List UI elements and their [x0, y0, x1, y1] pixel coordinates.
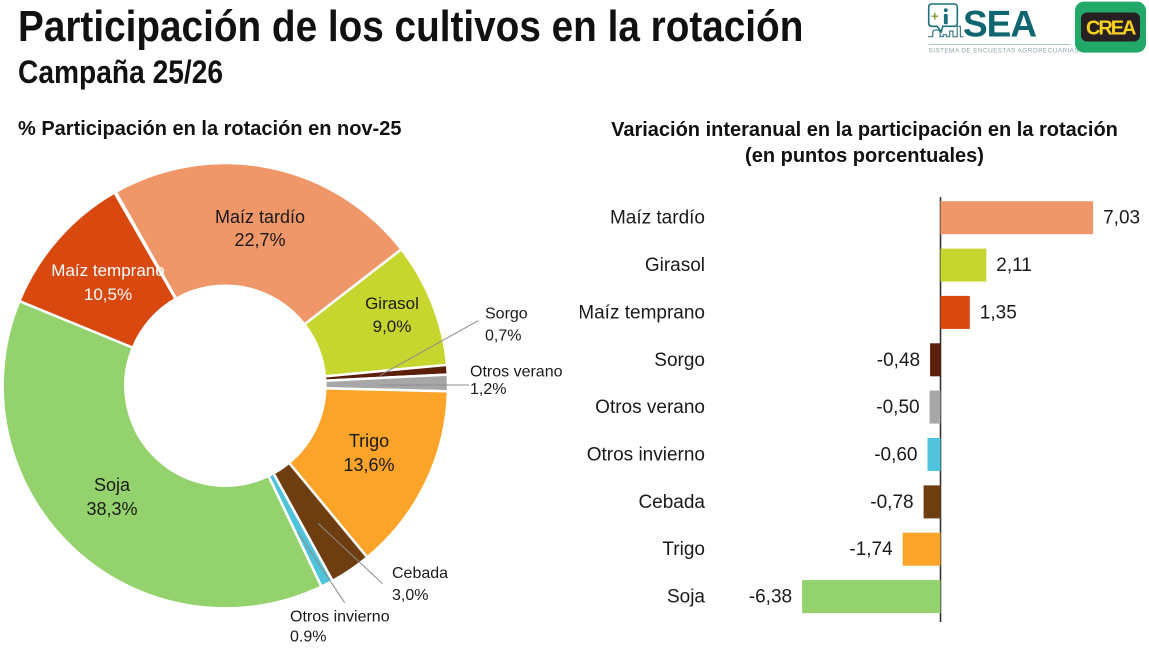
svg-text:Otros verano: Otros verano — [595, 397, 705, 418]
svg-text:Otros invierno: Otros invierno — [290, 609, 390, 626]
svg-text:Trigo: Trigo — [349, 431, 389, 451]
svg-text:-0,50: -0,50 — [876, 397, 919, 418]
svg-text:-1,74: -1,74 — [849, 539, 893, 560]
svg-text:1,2%: 1,2% — [470, 381, 506, 398]
svg-text:Maíz temprano: Maíz temprano — [51, 261, 164, 280]
svg-text:Maíz tardío: Maíz tardío — [215, 207, 305, 227]
svg-text:22,7%: 22,7% — [234, 230, 285, 250]
svg-text:38,3%: 38,3% — [86, 499, 137, 519]
svg-text:1,35: 1,35 — [980, 302, 1017, 323]
svg-text:Maíz tardío: Maíz tardío — [610, 208, 705, 229]
svg-text:Trigo: Trigo — [662, 539, 705, 560]
svg-text:Cebada: Cebada — [392, 565, 448, 582]
svg-text:-0,48: -0,48 — [877, 350, 920, 371]
svg-text:3,0%: 3,0% — [392, 587, 428, 604]
svg-text:Otros verano: Otros verano — [470, 363, 563, 380]
svg-text:-6,38: -6,38 — [749, 587, 792, 608]
svg-text:-0,60: -0,60 — [874, 445, 917, 466]
svg-text:0,7%: 0,7% — [485, 328, 521, 345]
svg-text:Cebada: Cebada — [638, 492, 705, 513]
svg-text:10,5%: 10,5% — [84, 285, 132, 304]
svg-text:Sorgo: Sorgo — [485, 306, 528, 323]
svg-text:13,6%: 13,6% — [343, 455, 394, 475]
svg-text:Maíz temprano: Maíz temprano — [580, 302, 705, 323]
svg-text:Sorgo: Sorgo — [654, 350, 705, 371]
svg-text:7,03: 7,03 — [1103, 208, 1140, 229]
svg-text:Girasol: Girasol — [365, 294, 419, 313]
svg-text:-0,78: -0,78 — [870, 492, 913, 513]
svg-text:9,0%: 9,0% — [373, 317, 412, 336]
svg-text:Soja: Soja — [94, 475, 131, 495]
svg-text:0.9%: 0.9% — [290, 629, 326, 646]
svg-text:Girasol: Girasol — [645, 255, 705, 276]
svg-text:2,11: 2,11 — [996, 255, 1032, 276]
svg-text:Soja: Soja — [667, 587, 705, 608]
svg-text:Otros invierno: Otros invierno — [587, 445, 705, 466]
